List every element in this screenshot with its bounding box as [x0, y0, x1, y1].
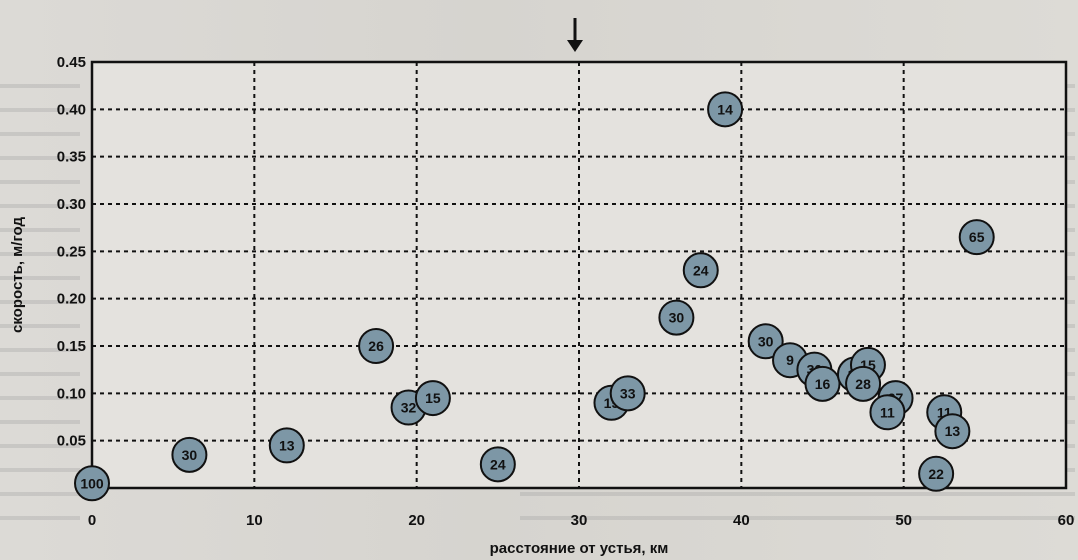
data-points: 1003013263215241533302414309301611152827…: [74, 91, 995, 502]
point-label: 9: [786, 352, 794, 368]
data-point: 30: [747, 323, 784, 360]
point-label: 30: [758, 333, 774, 349]
point-marker: [804, 365, 841, 402]
y-tick-label: 0.25: [57, 243, 86, 260]
y-tick-label: 0.30: [57, 196, 86, 213]
data-point: 16: [804, 365, 841, 402]
point-marker: [609, 375, 646, 412]
point-label: 24: [490, 456, 506, 472]
y-tick-label: 0.45: [57, 54, 86, 71]
x-tick-label: 50: [895, 512, 912, 529]
x-tick-label: 40: [733, 512, 750, 529]
x-tick-label: 10: [246, 512, 263, 529]
y-tick-label: 0.20: [57, 291, 86, 308]
point-marker: [747, 323, 784, 360]
point-label: 11: [880, 404, 895, 420]
data-point: 15: [414, 380, 451, 417]
point-label: 13: [945, 423, 961, 439]
point-marker: [934, 413, 971, 450]
arrow-head: [567, 40, 583, 52]
point-label: 26: [368, 338, 384, 354]
arrow-marker: [567, 18, 583, 52]
point-label: 15: [425, 390, 441, 406]
point-marker: [707, 91, 744, 128]
data-point: 26: [358, 328, 395, 364]
point-marker: [268, 427, 305, 464]
point-marker: [479, 446, 516, 483]
point-marker: [658, 299, 695, 336]
y-tick-label: 0.35: [57, 149, 86, 166]
point-label: 65: [969, 229, 985, 245]
point-label: 28: [855, 376, 871, 392]
data-point: 33: [609, 375, 646, 412]
data-point: 13: [934, 413, 971, 450]
x-tick-label: 20: [408, 512, 425, 529]
point-marker: [171, 436, 208, 473]
point-marker: [74, 465, 110, 502]
x-tick-label: 0: [88, 512, 96, 529]
y-tick-label: 0.40: [57, 101, 86, 118]
point-label: 100: [80, 475, 104, 491]
point-marker: [845, 365, 882, 402]
point-marker: [958, 219, 995, 256]
point-marker: [682, 252, 719, 289]
data-point: 100: [74, 465, 110, 502]
data-point: 14: [707, 91, 744, 128]
y-axis-label: скорость, м/год: [9, 217, 26, 333]
point-label: 24: [693, 262, 709, 278]
point-marker: [869, 394, 906, 431]
data-point: 30: [658, 299, 695, 336]
point-label: 22: [928, 466, 944, 482]
data-point: 22: [918, 455, 955, 492]
point-marker: [918, 455, 955, 492]
x-tick-label: 30: [571, 512, 588, 529]
point-label: 30: [182, 447, 198, 463]
data-point: 11: [869, 394, 906, 431]
point-label: 13: [279, 437, 295, 453]
x-axis-label: расстояние от устья, км: [490, 540, 669, 557]
data-point: 30: [171, 436, 208, 473]
point-label: 30: [669, 310, 685, 326]
point-marker: [358, 328, 395, 364]
y-tick-label: 0.05: [57, 433, 86, 450]
x-tick-label: 60: [1058, 512, 1075, 529]
data-point: 24: [479, 446, 516, 483]
point-marker: [414, 380, 451, 417]
point-label: 14: [717, 101, 733, 117]
tick-labels: 0 10 20 30 40 50 60 0.05 0.10 0.15 0.20 0.25 0.30 0.3…: [57, 54, 1075, 529]
bleed-through-text-left: [0, 70, 80, 540]
point-label: 33: [620, 385, 636, 401]
y-tick-label: 0.10: [57, 385, 86, 402]
y-tick-label: 0.15: [57, 338, 86, 355]
point-label: 16: [815, 376, 831, 392]
data-point: 65: [958, 219, 995, 256]
data-point: 13: [268, 427, 305, 464]
point-label: 32: [401, 400, 417, 416]
data-point: 28: [845, 365, 882, 402]
data-point: 24: [682, 252, 719, 289]
